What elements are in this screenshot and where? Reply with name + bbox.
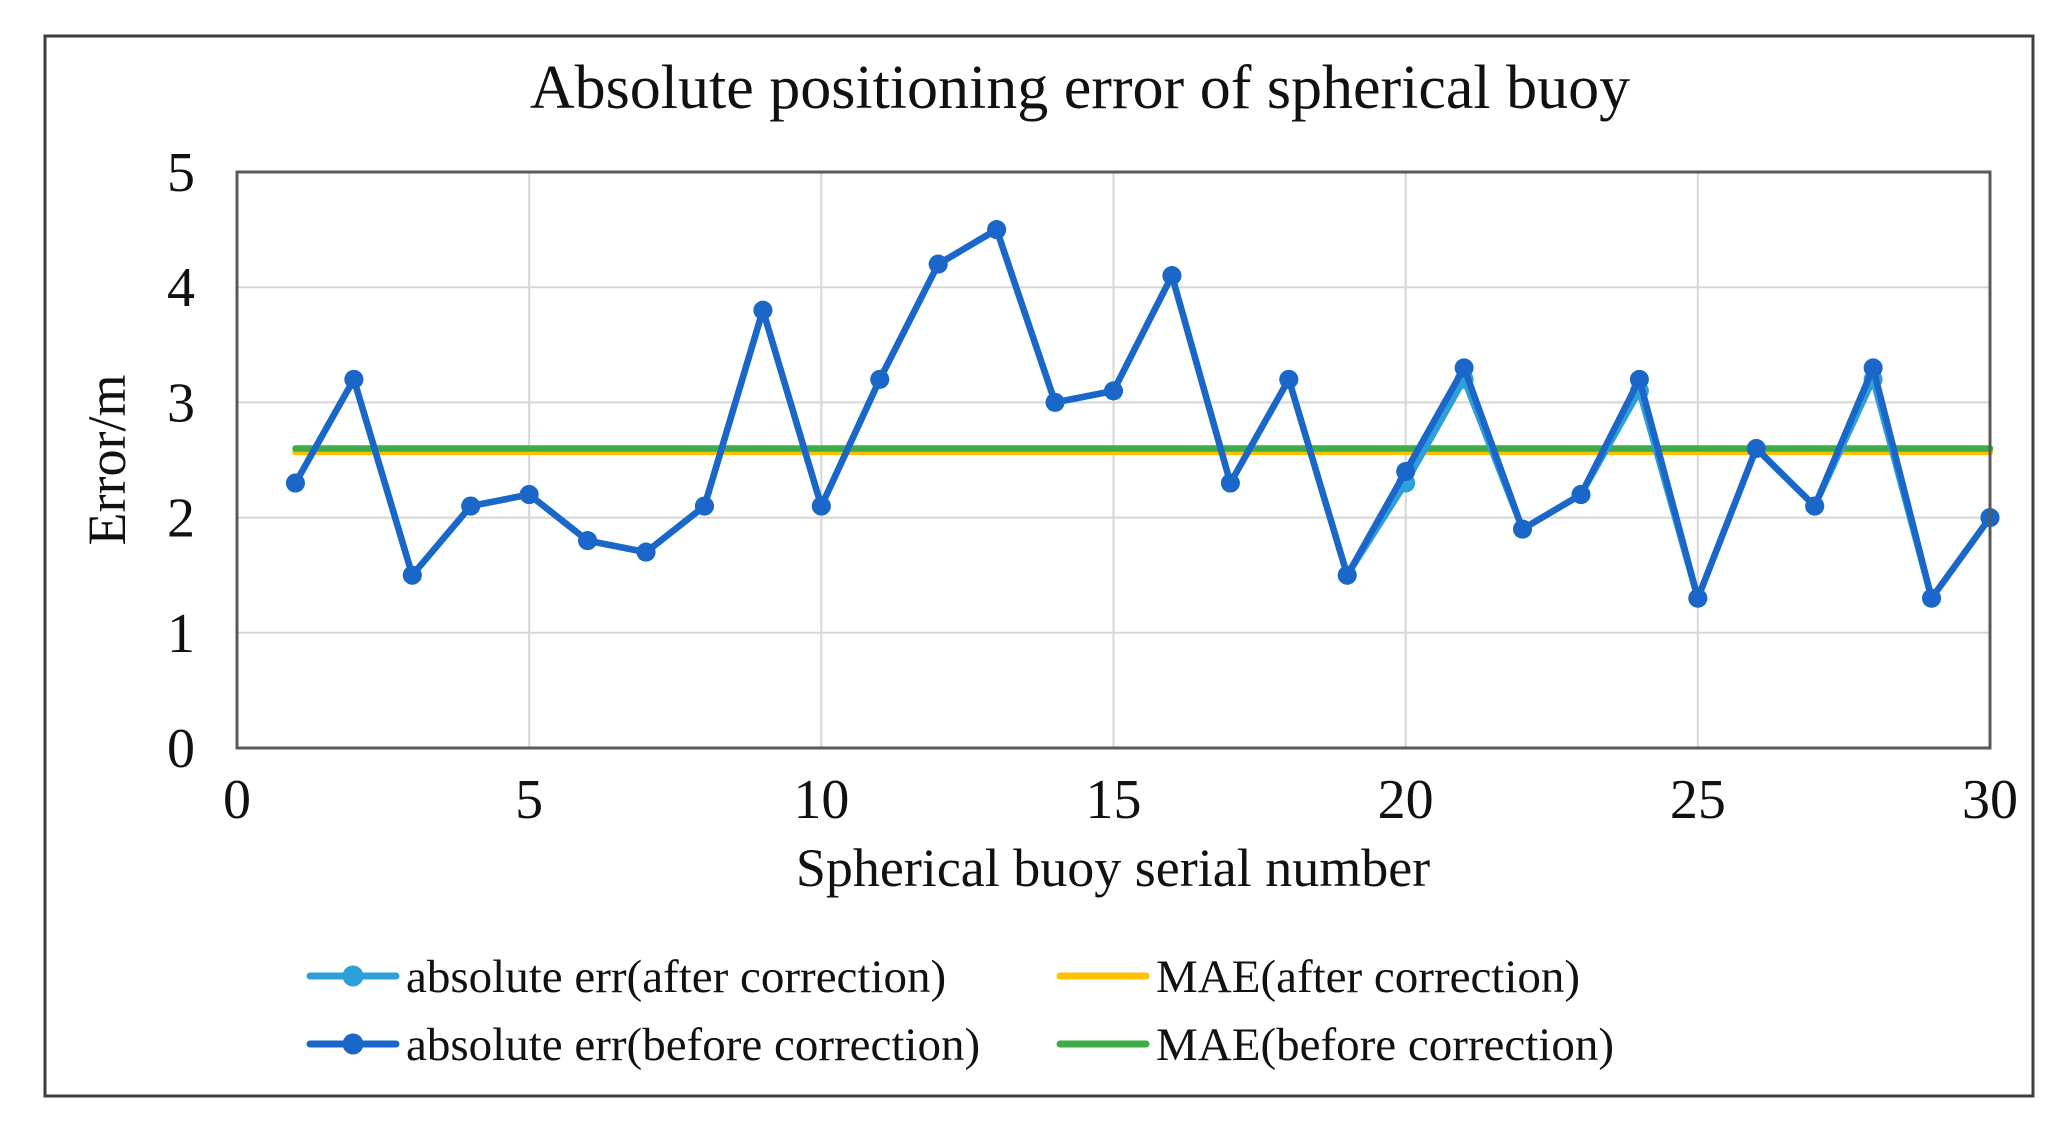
series-marker-before xyxy=(1688,588,1708,608)
legend-item: MAE(before correction) xyxy=(1056,1019,1614,1071)
series-marker-before xyxy=(928,254,948,274)
series-marker-before xyxy=(870,369,890,389)
series-marker-before xyxy=(1922,588,1942,608)
plot-frame xyxy=(235,170,1992,750)
legend-label: MAE(before correction) xyxy=(1156,1019,1614,1071)
plot-area: 0 1 2 3 4 5 0 5 10 15 20 25 30 xyxy=(167,142,2018,831)
series-marker-before xyxy=(636,542,656,562)
x-tick-label: 15 xyxy=(1086,769,1142,831)
y-tick-label: 1 xyxy=(167,603,195,665)
series-marker-before xyxy=(811,496,831,516)
legend-label: absolute err(before correction) xyxy=(406,1019,980,1071)
legend-item: MAE(after correction) xyxy=(1056,951,1580,1003)
legend-label: MAE(after correction) xyxy=(1156,951,1580,1003)
x-axis-title: Spherical buoy serial number xyxy=(796,838,1430,898)
series-marker-before xyxy=(1746,438,1766,458)
x-tick-label: 0 xyxy=(223,769,251,831)
legend-swatch-marker xyxy=(342,965,364,987)
series-marker-before xyxy=(1863,358,1883,378)
series-marker-before xyxy=(344,369,364,389)
legend-swatch-marker xyxy=(342,1033,364,1055)
x-tick-label: 20 xyxy=(1378,769,1434,831)
y-tick-label: 4 xyxy=(167,257,195,319)
legend-label: absolute err(after correction) xyxy=(406,951,946,1003)
y-tick-label: 0 xyxy=(167,718,195,780)
series-marker-before xyxy=(1571,485,1591,505)
series-marker-before xyxy=(1045,392,1065,412)
series-marker-before xyxy=(1396,462,1416,482)
legend: absolute err(after correction) MAE(after … xyxy=(306,951,1614,1071)
x-tick-label: 10 xyxy=(793,769,849,831)
legend-item: absolute err(after correction) xyxy=(306,951,946,1003)
series-marker-before xyxy=(1279,369,1299,389)
series-marker-before xyxy=(1454,358,1474,378)
y-tick-label: 5 xyxy=(167,142,195,204)
series-marker-before xyxy=(987,220,1007,240)
series-marker-before xyxy=(753,300,773,320)
y-tick-label: 2 xyxy=(167,488,195,550)
y-tick-label: 3 xyxy=(167,372,195,434)
series-marker-before xyxy=(285,473,305,493)
x-tick-label: 25 xyxy=(1670,769,1726,831)
series-marker-before xyxy=(1220,473,1240,493)
series-marker-before xyxy=(1162,266,1182,286)
series-marker-before xyxy=(1513,519,1533,539)
series-line-before xyxy=(292,226,1994,602)
series-marker-before xyxy=(1104,381,1123,401)
series-marker-before xyxy=(519,485,539,505)
series-marker-before xyxy=(1629,369,1649,389)
legend-item: absolute err(before correction) xyxy=(306,1019,980,1071)
series-marker-before xyxy=(578,531,598,551)
series-marker-before xyxy=(1337,565,1357,585)
x-tick-label: 30 xyxy=(1962,769,2018,831)
series-marker-before xyxy=(461,496,481,516)
x-tick-label: 5 xyxy=(515,769,543,831)
series-marker-before xyxy=(1805,496,1825,516)
y-axis-title: Error/m xyxy=(77,375,137,546)
figure-border xyxy=(43,34,2035,1098)
series-marker-before xyxy=(402,565,422,585)
series-marker-before xyxy=(694,496,714,516)
chart-title: Absolute positioning error of spherical … xyxy=(530,54,1630,122)
